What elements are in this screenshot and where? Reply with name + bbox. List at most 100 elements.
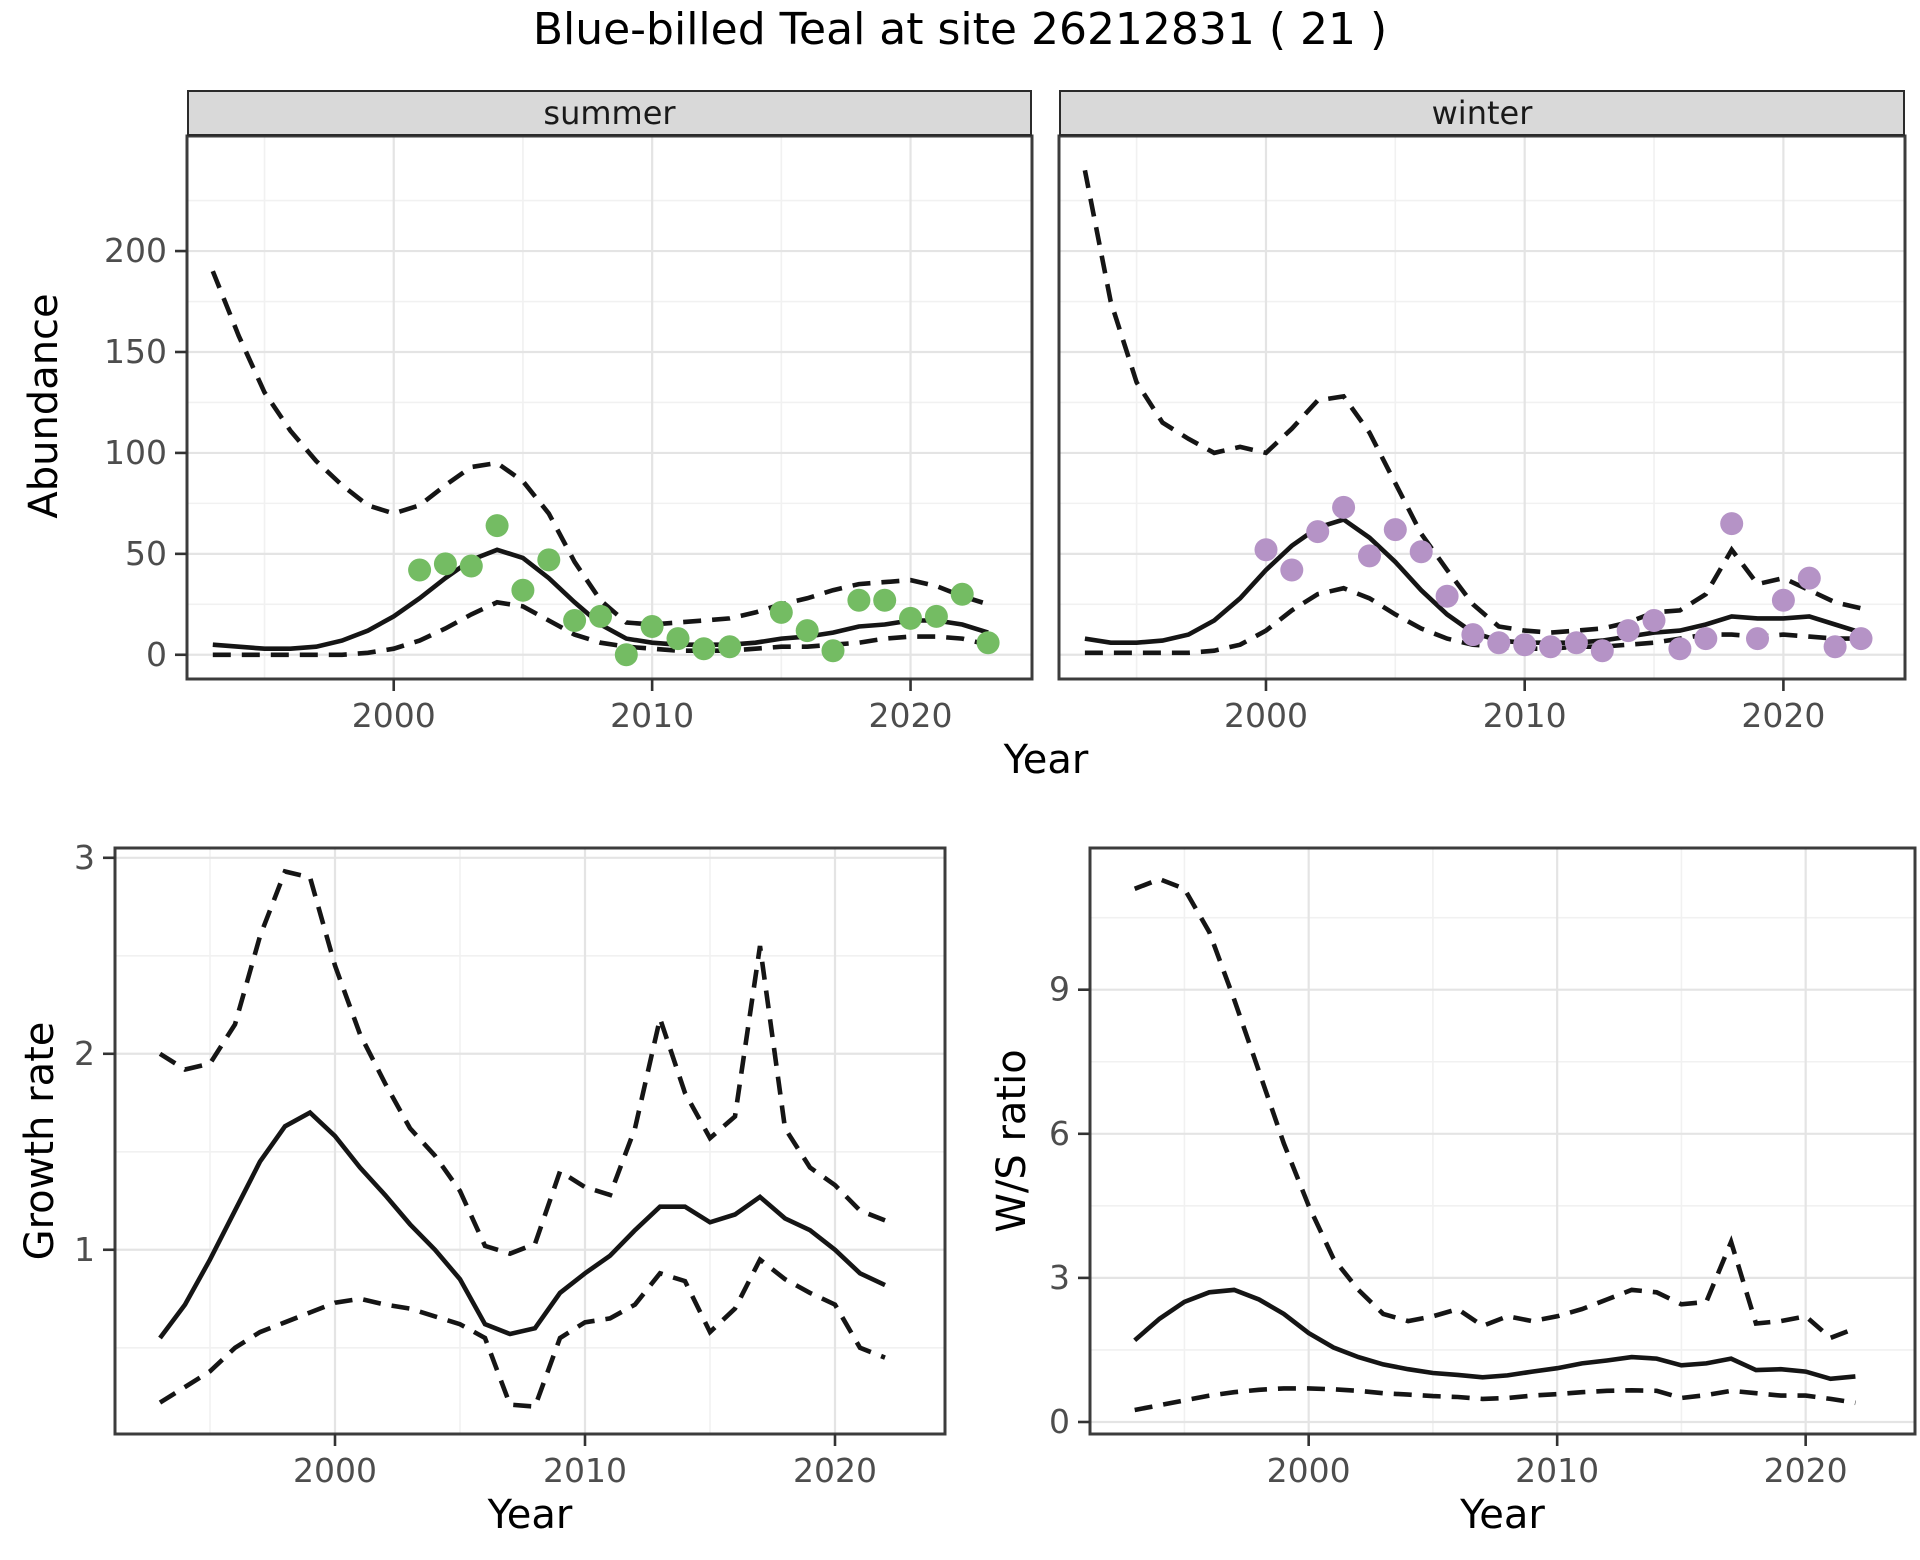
abundance-summer-observation-point (459, 554, 483, 578)
abundance-winter-panel: 2000 2010 2020 (1057, 134, 1907, 735)
abundance-summer-lower_ci-line (212, 599, 989, 658)
ws-ratio-upper_ci-line (1133, 876, 1857, 1341)
facet-strip-winter: winter (1059, 90, 1905, 136)
ws-ratio-x-tick-label: 2000 (1267, 1451, 1351, 1490)
ws-ratio-panel-border (1088, 846, 1917, 1436)
abundance-summer-observation-point (666, 627, 690, 651)
growth-rate-x-tick-label: 2020 (793, 1451, 877, 1490)
growth-rate-y-tick-label: 1 (74, 1230, 95, 1269)
abundance-summer-panel: 2000 2010 2020 0 50 100 150 200 (104, 134, 1034, 735)
abundance-winter-panel-border (1057, 134, 1907, 681)
growth-rate-y-axis: 1 2 3 (74, 838, 115, 1269)
ws-ratio-lower_ci-line (1134, 1386, 1856, 1413)
abundance-summer-observation-points (408, 514, 1000, 667)
abundance-summer-observation-point (873, 588, 897, 612)
abundance-summer-observation-point (950, 582, 974, 606)
abundance-summer-y-tick-label: 100 (104, 433, 167, 472)
abundance-summer-y-axis: 0 50 100 150 200 (104, 231, 187, 674)
abundance-winter-observation-point (1513, 633, 1537, 657)
abundance-winter-observation-point (1590, 639, 1614, 663)
growth-rate-x-tick-label: 2000 (293, 1451, 377, 1490)
abundance-winter-observation-point (1254, 538, 1278, 562)
abundance-axis-title: Abundance (21, 293, 67, 519)
abundance-summer-observation-point (485, 514, 509, 538)
abundance-winter-x-axis: 2000 2010 2020 (1224, 679, 1825, 735)
abundance-summer-x-tick-label: 2010 (610, 696, 694, 735)
abundance-winter-observation-point (1668, 637, 1692, 661)
facet-strip-winter-label: winter (1431, 94, 1533, 132)
ws-ratio-axis-title: W/S ratio (989, 1049, 1035, 1233)
facet-strip-summer: summer (187, 90, 1032, 136)
abundance-winter-observation-point (1358, 544, 1381, 568)
abundance-summer-y-tick-label: 0 (146, 635, 167, 674)
abundance-summer-observation-point (924, 604, 948, 628)
abundance-winter-observation-point (1409, 540, 1433, 564)
abundance-summer-observation-point (847, 588, 871, 612)
abundance-winter-x-tick-label: 2010 (1483, 696, 1567, 735)
abundance-summer-upper_ci-line (210, 270, 989, 627)
abundance-summer-observation-point (589, 604, 612, 628)
abundance-summer-y-tick-label: 50 (125, 534, 167, 573)
abundance-summer-observation-point (976, 631, 1000, 655)
abundance-winter-observation-point (1461, 623, 1485, 647)
abundance-summer-observation-point (563, 609, 587, 632)
growth-rate-x-tick-label: 2010 (543, 1451, 627, 1490)
ws-ratio-y-tick-label: 6 (1049, 1114, 1070, 1153)
ws-ratio-panel: 2000 2010 2020 0 3 6 9 (1049, 846, 1917, 1490)
abundance-summer-observation-point (769, 600, 793, 624)
abundance-summer-x-tick-label: 2020 (869, 696, 953, 735)
abundance-winter-observation-point (1694, 627, 1718, 651)
abundance-summer-observation-point (692, 637, 716, 661)
abundance-summer-observation-point (511, 578, 535, 602)
abundance-winter-observation-point (1383, 518, 1407, 542)
ws-year-axis-title: Year (1460, 1492, 1545, 1538)
abundance-summer-observation-point (537, 548, 561, 572)
ws-ratio-grid-major (1090, 848, 1915, 1434)
abundance-winter-observation-point (1849, 627, 1873, 651)
abundance-winter-grid-major (1059, 136, 1905, 679)
ws-ratio-x-tick-label: 2020 (1764, 1451, 1848, 1490)
abundance-summer-y-tick-label: 150 (104, 332, 167, 371)
abundance-winter-upper_ci-line (1082, 169, 1862, 635)
abundance-winter-observation-point (1306, 520, 1330, 544)
abundance-winter-x-tick-label: 2000 (1224, 696, 1308, 735)
growth-rate-x-axis: 2000 2010 2020 (293, 1434, 877, 1490)
ws-ratio-grid-minor (1090, 848, 1915, 1434)
growth-rate-y-tick-label: 3 (74, 838, 95, 877)
abundance-summer-panel-border (185, 134, 1034, 681)
growth-rate-lower_ci-line (158, 1256, 886, 1410)
abundance-summer-data-layer (210, 270, 1000, 667)
abundance-summer-grid-major (187, 136, 1032, 679)
ws-ratio-x-axis: 2000 2010 2020 (1267, 1434, 1848, 1490)
abundance-winter-data-layer (1082, 169, 1873, 663)
abundance-winter-observation-point (1642, 609, 1666, 632)
growth-year-axis-title: Year (487, 1492, 573, 1538)
abundance-summer-observation-point (718, 635, 742, 659)
ws-ratio-mean-line (1133, 1287, 1856, 1382)
growth-rate-axis-title: Growth rate (17, 1021, 63, 1261)
abundance-winter-observation-point (1823, 635, 1847, 659)
ws-ratio-y-tick-label: 3 (1049, 1258, 1070, 1297)
abundance-summer-observation-point (433, 552, 457, 576)
abundance-winter-observation-point (1616, 619, 1640, 643)
growth-rate-mean-line (158, 1109, 886, 1340)
growth-rate-y-tick-label: 2 (74, 1034, 95, 1073)
facet-strip-summer-label: summer (543, 94, 676, 132)
abundance-winter-observation-point (1746, 627, 1769, 651)
abundance-summer-y-tick-label: 200 (104, 231, 167, 270)
abundance-winter-x-tick-label: 2020 (1741, 696, 1825, 735)
ws-ratio-data-layer (1133, 876, 1857, 1413)
abundance-winter-observation-points (1254, 495, 1873, 663)
abundance-summer-observation-point (614, 643, 638, 667)
abundance-winter-observation-point (1539, 635, 1563, 659)
ws-ratio-y-tick-label: 0 (1049, 1402, 1070, 1441)
abundance-winter-observation-point (1720, 512, 1744, 536)
ws-ratio-y-tick-label: 9 (1049, 970, 1070, 1009)
growth-rate-grid-major (115, 848, 945, 1434)
ws-ratio-x-tick-label: 2010 (1515, 1451, 1599, 1490)
top-year-axis-title: Year (1003, 737, 1089, 783)
abundance-winter-observation-point (1280, 558, 1304, 582)
growth-rate-panel: 2000 2010 2020 1 2 3 (74, 838, 947, 1490)
ws-ratio-y-axis: 0 3 6 9 (1049, 970, 1090, 1441)
abundance-summer-x-tick-label: 2000 (352, 696, 436, 735)
